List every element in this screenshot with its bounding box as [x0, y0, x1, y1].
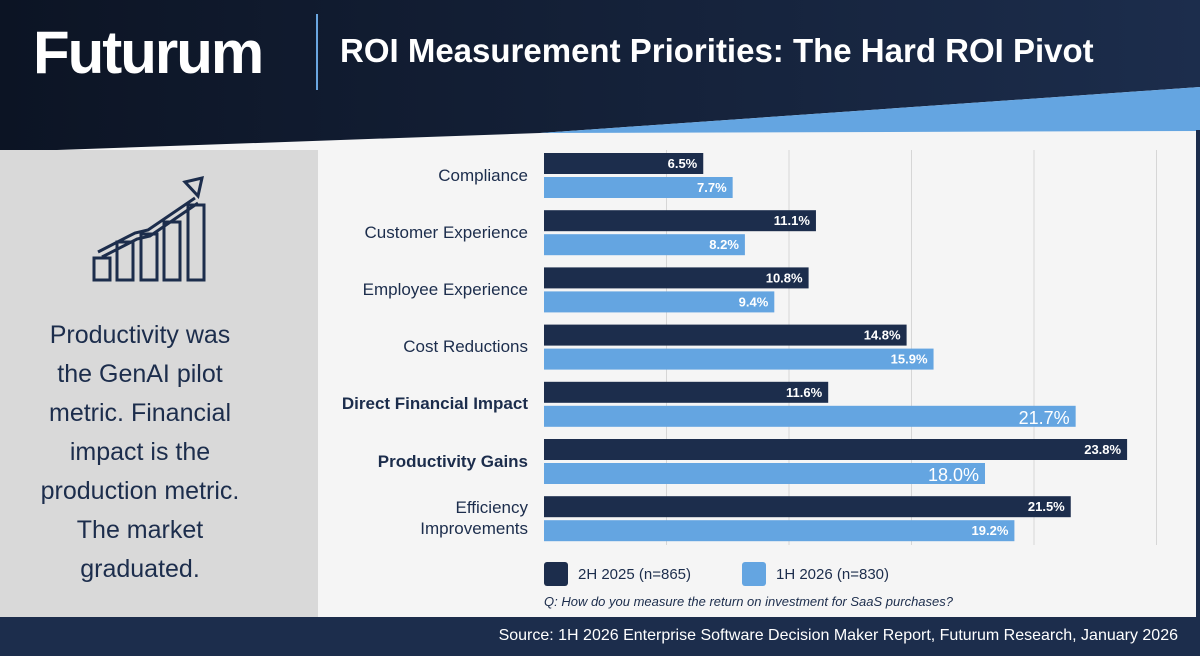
takeaway-text: Productivity was the GenAI pilot metric.…	[40, 321, 240, 583]
category-label: Customer Experience	[364, 222, 528, 242]
bar-1h-2026	[544, 177, 733, 198]
growth-chart-icon	[92, 175, 206, 282]
legend-label: 1H 2026 (n=830)	[776, 565, 889, 583]
data-label: 14.8%	[864, 328, 901, 343]
bar-1h-2026	[544, 348, 934, 370]
source-footer: Source: 1H 2026 Enterprise Software Deci…	[0, 617, 1200, 656]
page-title: ROI Measurement Priorities: The Hard ROI…	[340, 32, 1094, 69]
legend-swatch-2h-2025	[544, 562, 568, 586]
category-label: Cost Reductions	[403, 337, 528, 357]
bar-2h-2025	[544, 324, 907, 346]
right-border	[1196, 130, 1200, 617]
data-label: 6.5%	[668, 156, 698, 171]
data-label: 11.6%	[786, 385, 823, 400]
bar-2h-2025	[544, 496, 1071, 518]
legend-label: 2H 2025 (n=865)	[578, 565, 691, 583]
bar-1h-2026	[544, 291, 775, 313]
bar-1h-2026	[544, 234, 745, 256]
bar-2h-2025	[544, 153, 704, 174]
category-label: Productivity Gains	[377, 451, 528, 471]
data-label: 7.7%	[697, 180, 727, 195]
bar-2h-2025	[544, 439, 1128, 460]
bar-1h-2026	[544, 463, 985, 484]
bar-1h-2026	[544, 520, 1015, 542]
data-label: 19.2%	[972, 523, 1009, 538]
legend-swatch-1h-2026	[742, 562, 766, 586]
futurum-logo: Futurum	[33, 19, 264, 86]
legend-item-1h-2026: 1H 2026 (n=830)	[742, 562, 889, 586]
category-label: Efficiency Improvements	[420, 498, 528, 539]
data-label: 21.7%	[1019, 408, 1070, 428]
data-label: 23.8%	[1084, 442, 1121, 457]
data-label: 11.1%	[774, 213, 811, 228]
category-label: Direct Financial Impact	[341, 394, 528, 414]
category-label: Employee Experience	[362, 279, 528, 299]
data-label: 10.8%	[766, 270, 803, 285]
bar-2h-2025	[544, 267, 809, 289]
header-divider	[316, 14, 318, 90]
bar-2h-2025	[544, 210, 816, 232]
data-label: 8.2%	[709, 237, 739, 252]
bar-2h-2025	[544, 381, 829, 403]
legend-item-2h-2025: 2H 2025 (n=865)	[544, 562, 691, 586]
category-label: Compliance	[438, 165, 528, 185]
left-panel	[0, 150, 318, 617]
survey-question: Q: How do you measure the return on inve…	[544, 594, 953, 609]
bar-1h-2026	[544, 405, 1076, 427]
data-label: 21.5%	[1028, 499, 1065, 514]
data-label: 15.9%	[891, 352, 928, 367]
data-label: 18.0%	[928, 465, 979, 485]
data-label: 9.4%	[739, 294, 769, 309]
